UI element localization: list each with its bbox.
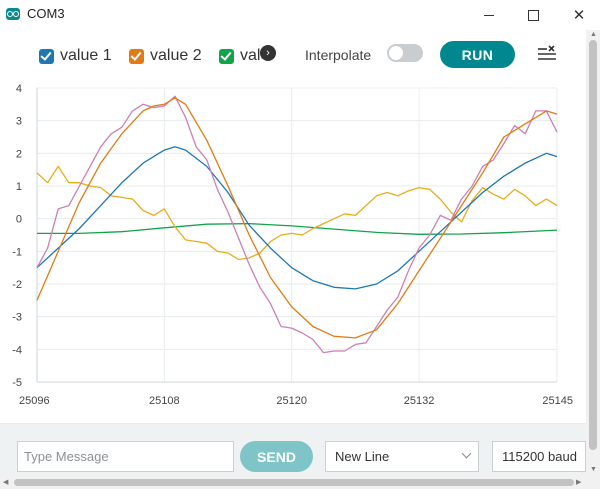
series-line-value-4 xyxy=(36,165,558,261)
line-ending-select[interactable]: New Line xyxy=(325,441,479,472)
maximize-icon xyxy=(527,9,539,21)
x-tick-label: 25120 xyxy=(276,395,307,407)
legend-label-value-1: value 1 xyxy=(60,47,112,64)
x-tick-label: 25132 xyxy=(404,395,435,407)
run-button[interactable]: RUN xyxy=(440,41,515,68)
plot-area: 4 3 2 1 0 -1 -2 -3 -4 -5 25096 25108 25120 25132 25145 xyxy=(0,78,586,423)
vertical-scroll-thumb[interactable] xyxy=(589,40,597,450)
legend-item-value-2[interactable]: value 2 xyxy=(129,46,202,66)
close-button[interactable]: ✕ xyxy=(556,0,600,30)
series-line-value-5 xyxy=(36,95,558,354)
y-tick-label: 0 xyxy=(16,214,22,226)
close-icon: ✕ xyxy=(572,6,586,24)
y-tick-label: -2 xyxy=(12,279,22,291)
arduino-app-icon xyxy=(6,8,20,20)
line-ending-value: New Line xyxy=(335,449,390,464)
scroll-down-icon[interactable]: ▼ xyxy=(590,466,597,473)
scroll-left-icon[interactable]: ◀ xyxy=(3,479,9,486)
legend-item-value-3[interactable]: value 3 xyxy=(219,46,262,66)
x-tick-label: 25145 xyxy=(542,395,573,407)
series-line-value-2 xyxy=(36,97,558,339)
scroll-up-icon[interactable]: ▲ xyxy=(590,31,597,38)
chevron-down-icon xyxy=(461,448,472,459)
clear-plot-icon[interactable] xyxy=(537,45,557,63)
y-tick-label: 3 xyxy=(16,116,22,128)
message-input[interactable] xyxy=(17,441,234,472)
y-tick-label: -1 xyxy=(12,246,22,258)
checkbox-value-3[interactable] xyxy=(219,48,234,64)
legend-scroll-right-icon[interactable]: › xyxy=(260,45,276,61)
y-tick-label: 4 xyxy=(16,83,22,95)
window-title: COM3 xyxy=(27,6,65,21)
y-tick-label: 2 xyxy=(16,148,22,160)
toggle-knob xyxy=(389,46,403,60)
y-tick-label: -4 xyxy=(12,344,22,356)
legend-item-value-1[interactable]: value 1 xyxy=(39,46,112,66)
interpolate-label: Interpolate xyxy=(305,47,372,63)
minimize-button[interactable] xyxy=(466,0,512,30)
interpolate-toggle[interactable] xyxy=(387,44,423,62)
series-line-value-3 xyxy=(37,222,558,235)
checkbox-value-1[interactable] xyxy=(39,48,54,64)
y-tick-label: -5 xyxy=(12,377,22,389)
plot-divider xyxy=(0,423,586,424)
y-tick-label: 1 xyxy=(16,181,22,193)
x-tick-label: 25108 xyxy=(149,395,180,407)
scroll-right-icon[interactable]: ▶ xyxy=(576,479,582,486)
baud-rate-value: 115200 baud xyxy=(502,449,577,464)
horizontal-scroll-thumb[interactable] xyxy=(14,479,574,486)
minimize-icon xyxy=(484,14,494,16)
checkbox-value-2[interactable] xyxy=(129,48,144,64)
maximize-button[interactable] xyxy=(510,0,556,30)
send-button[interactable]: SEND xyxy=(240,441,313,472)
legend-label-value-2: value 2 xyxy=(150,47,202,64)
x-tick-label: 25096 xyxy=(19,395,50,407)
y-tick-label: -3 xyxy=(12,312,22,324)
legend-label-value-3: value 3 xyxy=(240,47,262,64)
series-line-value-1 xyxy=(36,146,558,290)
title-bar: COM3 ✕ xyxy=(0,0,600,30)
serial-plot-chart: 4 3 2 1 0 -1 -2 -3 -4 -5 25096 25108 25120 25132 25145 xyxy=(12,83,573,407)
baud-rate-select[interactable]: 115200 baud xyxy=(492,441,586,472)
